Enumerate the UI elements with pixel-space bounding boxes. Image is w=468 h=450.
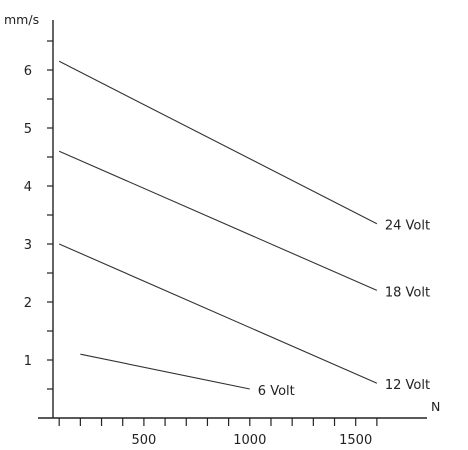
series-line [58,243,378,384]
y-tick-label: 6 [24,64,32,79]
y-ticks [47,40,53,390]
y-tick-label: 4 [24,180,32,195]
y-tick-label: 5 [24,122,32,137]
series-label: 24 Volt [385,219,430,234]
y-tick-label: 2 [24,296,32,311]
series-line [58,150,378,291]
series-label: 18 Volt [385,285,430,300]
y-tick-label: 3 [24,238,32,253]
y-axis-label: mm/s [4,12,39,27]
series-group: 24 Volt 18 Volt 12 Volt 6 Volt [58,60,430,399]
x-tick-label: 1500 [339,433,372,448]
series-line [80,353,250,390]
series-label: 12 Volt [385,378,430,393]
x-tick-label: 500 [131,433,156,448]
x-tick-label: 1000 [233,433,266,448]
x-axis-label: N [431,399,440,414]
y-tick-labels: 1 2 3 4 5 6 [24,64,32,369]
x-ticks [58,418,378,426]
axes [38,20,427,419]
series-label: 6 Volt [258,384,295,399]
x-tick-labels: 500 1000 1500 [131,433,372,448]
series-line [58,60,378,225]
y-tick-label: 1 [24,354,32,369]
